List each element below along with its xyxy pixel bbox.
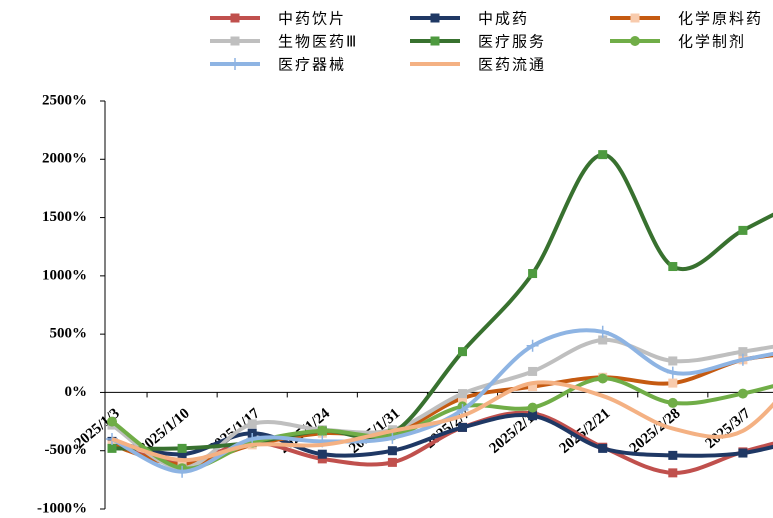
point bbox=[736, 353, 749, 366]
point bbox=[598, 150, 608, 160]
point bbox=[528, 269, 538, 279]
point bbox=[458, 389, 467, 399]
legend-label: 中药饮片 bbox=[278, 10, 346, 28]
y-tick-label: -500% bbox=[45, 442, 88, 458]
series bbox=[111, 380, 773, 463]
point bbox=[598, 335, 608, 345]
point bbox=[107, 443, 117, 453]
legend-marker bbox=[230, 13, 240, 23]
point bbox=[387, 446, 397, 456]
point bbox=[668, 378, 678, 388]
y-tick-label: 0% bbox=[65, 384, 88, 400]
point bbox=[598, 443, 608, 453]
point bbox=[738, 448, 748, 458]
legend-label: 生物医药Ⅲ bbox=[278, 33, 358, 51]
point bbox=[738, 225, 748, 235]
legend-label: 医疗器械 bbox=[278, 56, 346, 74]
point bbox=[668, 356, 678, 366]
legend-marker bbox=[430, 13, 440, 23]
point bbox=[387, 457, 397, 467]
point bbox=[666, 366, 679, 379]
legend-marker bbox=[230, 36, 240, 46]
legend-marker bbox=[430, 36, 440, 46]
point bbox=[177, 449, 187, 459]
legend-label: 医疗服务 bbox=[478, 33, 546, 51]
point bbox=[596, 325, 609, 338]
point bbox=[458, 422, 467, 432]
point bbox=[458, 347, 467, 357]
point bbox=[386, 431, 399, 444]
point bbox=[317, 454, 327, 464]
line bbox=[111, 380, 773, 463]
y-tick-label: 500% bbox=[50, 326, 88, 342]
point bbox=[527, 402, 538, 413]
legend-marker bbox=[630, 13, 640, 23]
legend-label: 中成药 bbox=[478, 10, 529, 28]
point bbox=[528, 382, 538, 392]
point bbox=[668, 450, 678, 460]
legend-label: 化学制剂 bbox=[678, 33, 746, 51]
y-tick-label: 2500% bbox=[42, 92, 87, 108]
legend-label: 化学原料药 bbox=[678, 10, 763, 28]
y-tick-label: 1000% bbox=[42, 267, 87, 283]
legend-label: 医药流通 bbox=[478, 56, 546, 74]
y-tick-label: 1500% bbox=[42, 209, 87, 225]
point bbox=[668, 468, 678, 478]
legend-marker bbox=[229, 58, 241, 70]
point bbox=[317, 425, 328, 436]
point bbox=[668, 262, 678, 272]
point bbox=[177, 443, 187, 453]
point bbox=[528, 411, 538, 421]
point bbox=[737, 388, 748, 399]
point bbox=[247, 419, 257, 429]
point bbox=[107, 416, 117, 427]
point bbox=[667, 397, 678, 408]
point bbox=[597, 373, 608, 384]
legend-marker bbox=[630, 36, 640, 46]
y-tick-label: 2000% bbox=[42, 151, 87, 167]
point bbox=[176, 465, 189, 478]
point bbox=[458, 393, 467, 403]
point bbox=[738, 347, 748, 357]
point bbox=[526, 339, 539, 352]
y-tick-label: -1000% bbox=[37, 500, 87, 516]
point bbox=[317, 449, 327, 459]
point bbox=[528, 366, 538, 376]
